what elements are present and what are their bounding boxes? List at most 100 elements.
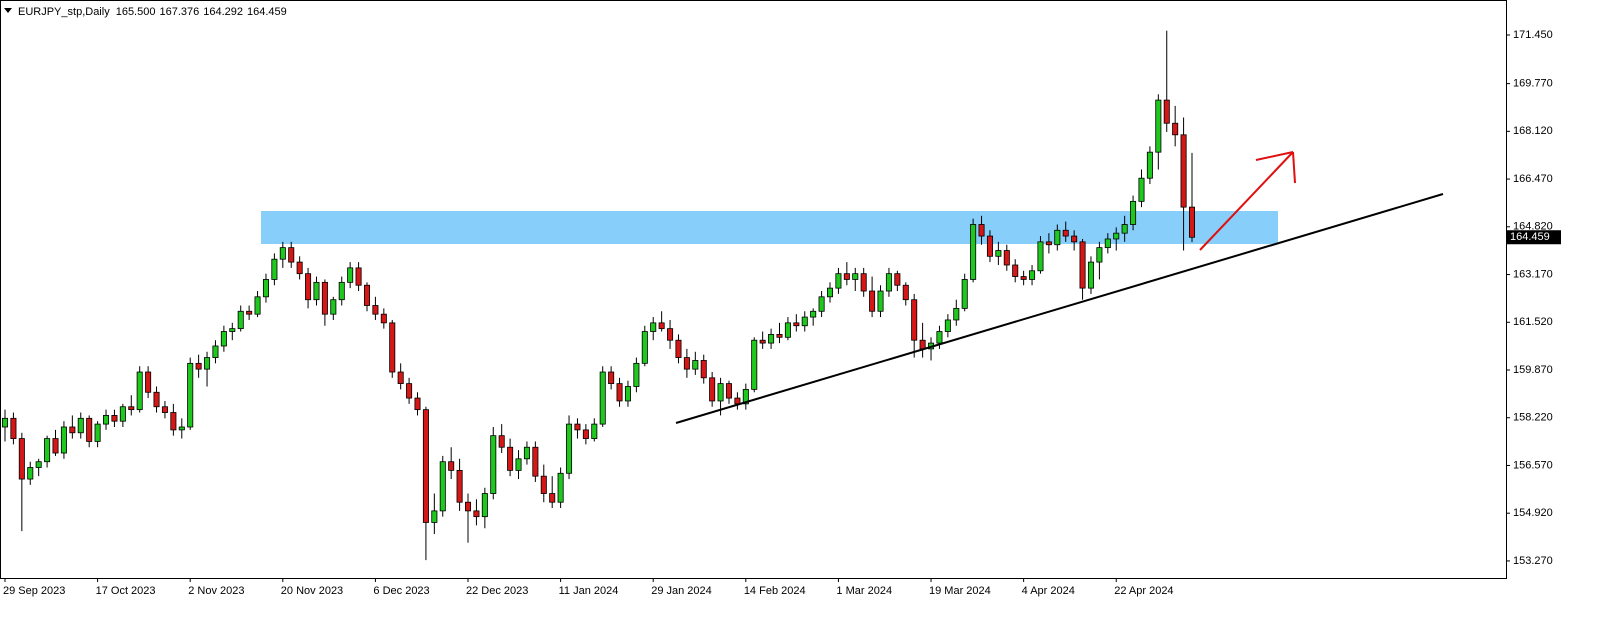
arrow [1199, 151, 1296, 251]
candle-body [498, 435, 505, 448]
candle-body [321, 281, 328, 315]
candle-body [465, 501, 472, 512]
candle-body [658, 322, 665, 330]
candle-body [692, 360, 699, 370]
y-tick-label: 159.870 [1513, 364, 1553, 376]
candle-body [725, 383, 732, 399]
x-tick-label: 17 Oct 2023 [96, 585, 156, 597]
plot-frame [0, 0, 1507, 579]
candle-body [624, 386, 631, 402]
candle-body [818, 296, 825, 312]
candle-body [616, 383, 623, 402]
x-tick-label: 22 Dec 2023 [466, 585, 528, 597]
x-tick-label: 6 Dec 2023 [373, 585, 429, 597]
last-price-box [1507, 230, 1561, 245]
candle-body [793, 322, 800, 327]
header-values: 165.500 167.376 164.292 164.459 [116, 6, 287, 18]
candle-body [633, 362, 640, 387]
candle-body [852, 273, 859, 280]
candle-body [254, 296, 261, 315]
candle-body [650, 322, 657, 332]
candle-body [1045, 241, 1052, 246]
candle-body [843, 273, 850, 280]
candle-body [422, 409, 429, 523]
y-tick-label: 156.570 [1513, 459, 1553, 471]
candle-body [330, 299, 337, 315]
candle-body [246, 310, 253, 315]
candle-body [1062, 229, 1069, 237]
candle-body [1012, 264, 1019, 277]
x-tick-label: 29 Jan 2024 [651, 585, 712, 597]
candle-body [709, 377, 716, 402]
x-tick-label: 1 Mar 2024 [836, 585, 892, 597]
candle-body [515, 458, 522, 471]
candle-body [1180, 134, 1187, 208]
candle-body [885, 273, 892, 292]
candle-body [439, 461, 446, 512]
candle-body [414, 397, 421, 411]
candle-body [759, 339, 766, 344]
candle-body [953, 307, 960, 321]
header-value: 165.500 [116, 6, 156, 18]
candle-body [338, 281, 345, 301]
candle-body [1146, 151, 1153, 179]
resistance-zone [261, 211, 1278, 244]
candle-body [170, 412, 177, 431]
candle-body [1029, 270, 1036, 280]
header-value: 167.376 [159, 6, 199, 18]
candle-body [229, 328, 236, 332]
candle-body [178, 426, 185, 431]
y-tick-label: 168.120 [1513, 125, 1553, 137]
candle-body [448, 461, 455, 471]
candle-body [69, 426, 76, 434]
candle-body [986, 235, 993, 257]
candle-body [279, 247, 286, 260]
header-value: 164.459 [247, 6, 287, 18]
candle-body [490, 435, 497, 494]
candle-body [52, 438, 59, 454]
candle-body [355, 267, 362, 286]
axes: 171.450 169.770 168.120 166.470 164.820 163.1… [3, 29, 1561, 597]
candle-body [1188, 206, 1196, 238]
candle-body [288, 247, 295, 263]
candle-body [776, 334, 783, 338]
candle-body [894, 273, 901, 286]
candle-body [1087, 261, 1094, 289]
candle-body [1096, 247, 1103, 263]
candle-body [523, 446, 530, 460]
candle-body [296, 261, 303, 275]
candle-body [86, 417, 93, 442]
candle-body [1104, 238, 1111, 249]
menu-triangle[interactable] [4, 8, 12, 13]
candle-body [397, 371, 404, 384]
candle-body [869, 290, 876, 312]
candle-body [667, 328, 674, 341]
candle-body [1121, 224, 1128, 234]
candle-body [153, 391, 160, 408]
x-tick-label: 14 Feb 2024 [744, 585, 806, 597]
candle-body [1163, 99, 1170, 124]
candle-body [1113, 232, 1120, 240]
candle-body [641, 331, 648, 364]
candle-body [742, 388, 749, 405]
candle-body [262, 279, 269, 298]
candle-body [473, 510, 480, 518]
candle-body [902, 284, 909, 301]
candle-body [944, 319, 951, 332]
candle-body [431, 510, 438, 523]
candle-body [507, 446, 514, 471]
candle-body [810, 310, 817, 318]
plot-area [1, 30, 1196, 561]
candle-body [220, 331, 227, 347]
y-tick-label: 164.820 [1513, 221, 1553, 233]
candle-body [582, 429, 589, 439]
symbol-title: EURJPY_stp,Daily [18, 6, 110, 18]
candle-body [566, 423, 573, 474]
candle-body [77, 417, 84, 434]
candle-body [801, 316, 808, 327]
candle-body [27, 467, 34, 480]
header-value: 164.292 [203, 6, 243, 18]
y-tick-label: 153.270 [1513, 555, 1553, 567]
candle-body [936, 331, 943, 344]
